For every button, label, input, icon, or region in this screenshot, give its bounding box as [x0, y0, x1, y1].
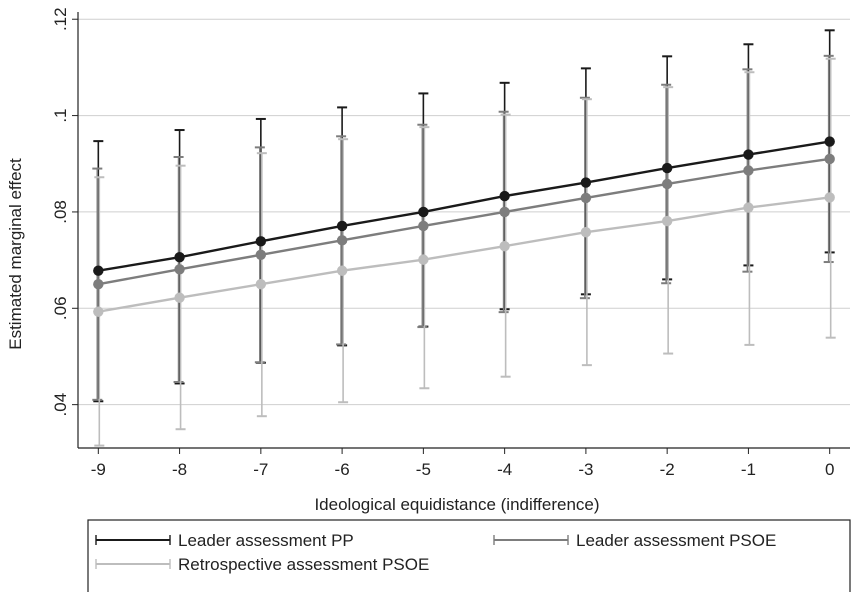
- y-tick-label: .04: [51, 393, 70, 417]
- data-point: [580, 192, 592, 204]
- y-tick-label: .12: [51, 7, 70, 31]
- y-axis-label: Estimated marginal effect: [6, 158, 25, 350]
- data-point: [255, 278, 267, 290]
- x-tick-label: -5: [416, 460, 431, 479]
- data-point: [93, 265, 104, 276]
- data-point: [661, 178, 673, 190]
- x-axis-label: Ideological equidistance (indifference): [314, 495, 599, 514]
- data-point: [418, 220, 429, 232]
- series-lines: [98, 140, 830, 313]
- data-point: [93, 278, 104, 290]
- data-point: [824, 136, 835, 147]
- x-tick-label: -8: [172, 460, 187, 479]
- data-point: [499, 240, 510, 252]
- x-tick-label: -1: [741, 460, 756, 479]
- data-point: [336, 220, 348, 232]
- data-point: [174, 292, 185, 303]
- y-tick-label: .1: [51, 108, 70, 122]
- x-tick-label: -2: [660, 460, 675, 479]
- data-point: [580, 226, 592, 238]
- x-tick-label: -6: [335, 460, 350, 479]
- data-point: [336, 235, 348, 246]
- x-tick-label: -7: [253, 460, 268, 479]
- data-point: [93, 306, 104, 317]
- data-point: [499, 206, 510, 218]
- series-points: [93, 136, 835, 317]
- y-tick-label: .08: [51, 200, 70, 224]
- data-point: [499, 190, 510, 202]
- legend-label: Leader assessment PP: [178, 531, 354, 550]
- data-point: [743, 202, 754, 213]
- y-tick-label: .06: [51, 296, 70, 320]
- x-tick-label: -9: [91, 460, 106, 479]
- x-tick-label: -4: [497, 460, 512, 479]
- legend-label: Retrospective assessment PSOE: [178, 555, 429, 574]
- series-line: [98, 196, 830, 313]
- data-point: [418, 254, 429, 265]
- data-point: [174, 264, 185, 275]
- data-point: [661, 162, 673, 174]
- series-line: [98, 157, 830, 286]
- data-point: [418, 206, 429, 218]
- data-point: [255, 249, 267, 261]
- x-tick-label: -3: [578, 460, 593, 479]
- data-point: [174, 252, 185, 263]
- data-point: [743, 149, 754, 160]
- data-point: [824, 192, 835, 203]
- x-tick-label: 0: [825, 460, 834, 479]
- data-point: [336, 265, 348, 276]
- legend: Leader assessment PP Leader assessment PS…: [87, 519, 851, 592]
- axes: .04 .06 .08 .1 .12 -9 -8 -7 -6 -5 -4 -3 -2 -1 0: [51, 7, 850, 479]
- series-line: [98, 140, 830, 272]
- data-point: [743, 165, 754, 176]
- data-point: [824, 153, 835, 165]
- legend-box: [87, 519, 851, 592]
- data-point: [661, 215, 673, 227]
- data-point: [580, 177, 592, 188]
- data-point: [255, 236, 267, 247]
- legend-label: Leader assessment PSOE: [576, 531, 776, 550]
